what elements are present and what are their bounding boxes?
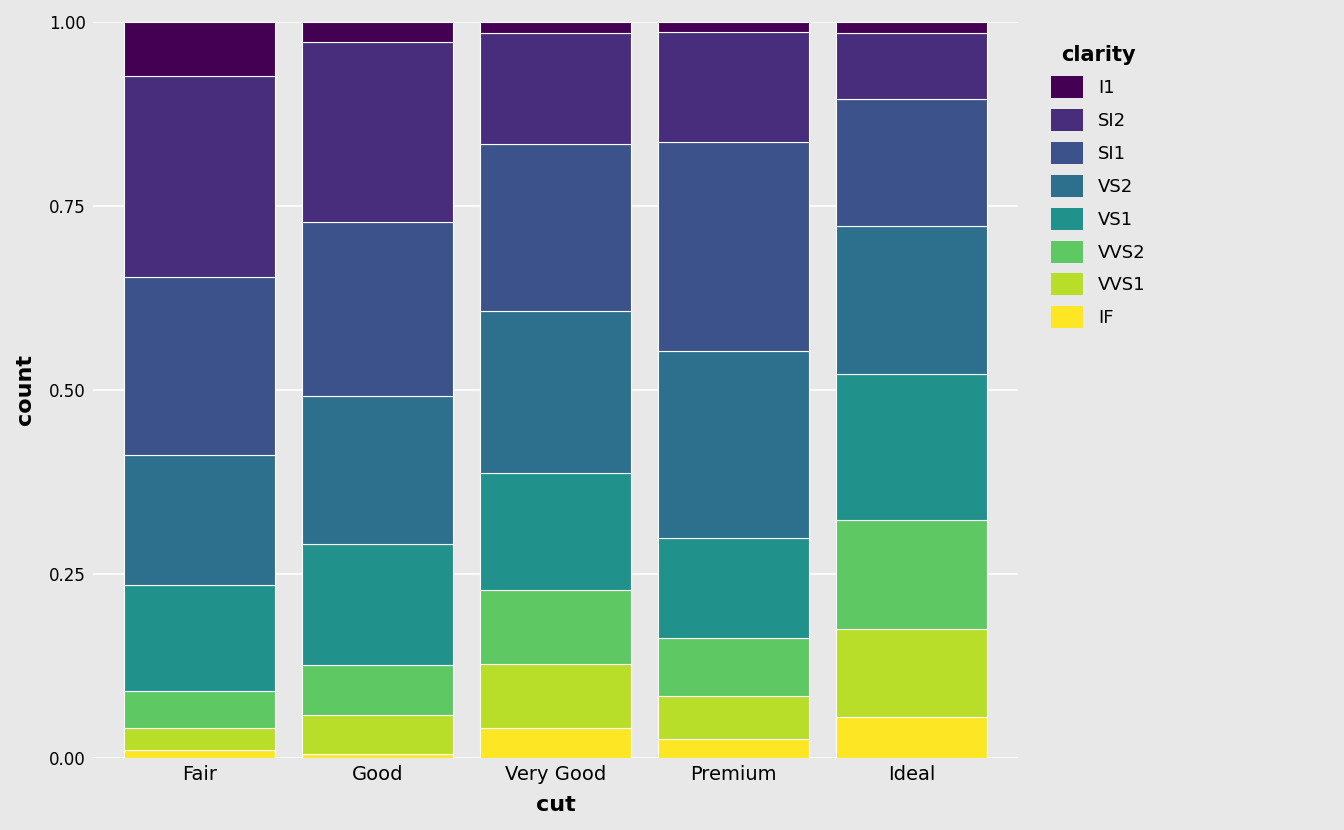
Bar — [480, 473, 632, 589]
Bar — [124, 276, 276, 455]
Bar — [124, 728, 276, 750]
Bar — [302, 397, 453, 544]
Bar — [124, 76, 276, 276]
Bar — [657, 638, 809, 696]
Bar — [657, 538, 809, 638]
Bar — [124, 750, 276, 758]
Bar — [302, 222, 453, 397]
Bar — [657, 739, 809, 758]
Bar — [657, 350, 809, 538]
Bar — [480, 663, 632, 728]
Bar — [124, 585, 276, 691]
Legend: I1, SI2, SI1, VS2, VS1, VVS2, VVS1, IF: I1, SI2, SI1, VS2, VS1, VVS2, VVS1, IF — [1036, 31, 1160, 343]
Bar — [836, 226, 986, 374]
Bar — [657, 696, 809, 739]
Bar — [124, 455, 276, 585]
Bar — [836, 33, 986, 100]
Bar — [836, 520, 986, 629]
Bar — [480, 728, 632, 758]
Bar — [836, 22, 986, 33]
Bar — [302, 754, 453, 758]
Bar — [657, 22, 809, 32]
Bar — [480, 311, 632, 473]
X-axis label: cut: cut — [535, 795, 575, 815]
Bar — [302, 715, 453, 754]
Bar — [657, 142, 809, 350]
Bar — [480, 589, 632, 663]
Bar — [836, 374, 986, 520]
Bar — [124, 22, 276, 76]
Bar — [480, 22, 632, 32]
Bar — [302, 665, 453, 715]
Bar — [657, 32, 809, 142]
Bar — [836, 717, 986, 758]
Bar — [836, 629, 986, 717]
Bar — [480, 144, 632, 311]
Bar — [302, 544, 453, 665]
Bar — [480, 32, 632, 144]
Y-axis label: count: count — [15, 354, 35, 426]
Bar — [302, 42, 453, 222]
Bar — [124, 691, 276, 728]
Bar — [836, 100, 986, 226]
Bar — [302, 22, 453, 42]
